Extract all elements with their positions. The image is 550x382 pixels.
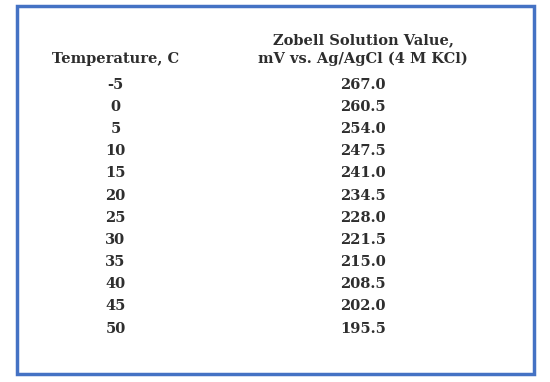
Text: Temperature, C: Temperature, C	[52, 52, 179, 66]
Text: 221.5: 221.5	[340, 233, 386, 247]
Text: 241.0: 241.0	[340, 167, 386, 180]
Text: Zobell Solution Value,: Zobell Solution Value,	[273, 33, 453, 47]
Text: 215.0: 215.0	[340, 255, 386, 269]
Text: mV vs. Ag/AgCl (4 M KCl): mV vs. Ag/AgCl (4 M KCl)	[258, 52, 468, 66]
Text: 5: 5	[111, 122, 120, 136]
Text: 50: 50	[106, 322, 125, 335]
Text: 260.5: 260.5	[340, 100, 386, 114]
Text: 247.5: 247.5	[340, 144, 386, 158]
Text: -5: -5	[107, 78, 124, 92]
Text: 267.0: 267.0	[340, 78, 386, 92]
Text: 30: 30	[106, 233, 125, 247]
Text: 25: 25	[105, 211, 126, 225]
Text: 40: 40	[106, 277, 125, 291]
Text: 20: 20	[106, 189, 125, 202]
Text: 10: 10	[106, 144, 125, 158]
Text: 234.5: 234.5	[340, 189, 386, 202]
Text: 254.0: 254.0	[340, 122, 386, 136]
Text: 202.0: 202.0	[340, 299, 386, 313]
Text: 208.5: 208.5	[340, 277, 386, 291]
Text: 0: 0	[111, 100, 120, 114]
Text: 35: 35	[105, 255, 126, 269]
Text: 45: 45	[105, 299, 126, 313]
Text: 228.0: 228.0	[340, 211, 386, 225]
Text: 195.5: 195.5	[340, 322, 386, 335]
FancyBboxPatch shape	[16, 6, 534, 374]
Text: 15: 15	[105, 167, 126, 180]
